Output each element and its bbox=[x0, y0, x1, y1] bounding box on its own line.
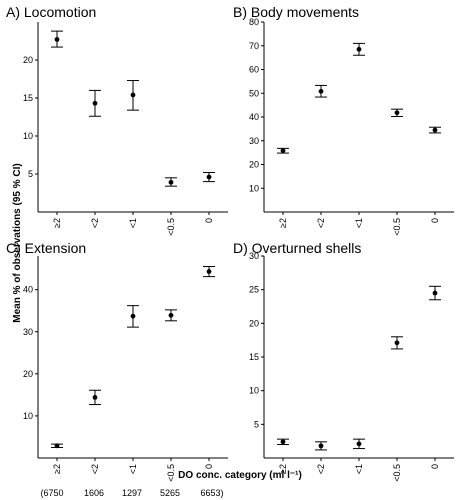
data-point bbox=[356, 441, 362, 447]
panel-title: B) Body movements bbox=[233, 4, 359, 20]
y-tick-label: 15 bbox=[23, 93, 33, 103]
data-point bbox=[130, 313, 136, 319]
x-tick-label: <2 bbox=[90, 218, 100, 228]
y-tick-label: 50 bbox=[249, 88, 259, 98]
y-tick-label: 30 bbox=[249, 251, 259, 261]
data-point bbox=[92, 100, 98, 106]
panel-title: A) Locomotion bbox=[6, 4, 96, 20]
y-tick-label: 5 bbox=[28, 169, 33, 179]
y-tick-label: 20 bbox=[249, 318, 259, 328]
data-point bbox=[432, 290, 438, 296]
data-point bbox=[432, 127, 438, 133]
x-tick-label: ≥2 bbox=[278, 218, 288, 228]
y-tick-label: 20 bbox=[23, 369, 33, 379]
y-axis-label: Mean % of observations (95 % CI) bbox=[12, 163, 23, 322]
y-tick-label: 25 bbox=[249, 285, 259, 295]
y-tick-label: 80 bbox=[249, 17, 259, 27]
data-point bbox=[394, 110, 400, 116]
x-tick-label: <1 bbox=[128, 464, 138, 474]
x-tick-label: <0.5 bbox=[166, 218, 176, 236]
x-tick-label: 0 bbox=[204, 218, 214, 223]
y-tick-label: 30 bbox=[23, 327, 33, 337]
n-label-3: 1297 bbox=[122, 488, 142, 498]
data-point bbox=[318, 88, 324, 94]
panel-title: D) Overturned shells bbox=[233, 240, 361, 256]
y-tick-label: 10 bbox=[249, 386, 259, 396]
x-axis-label: DO conc. category (ml l⁻¹) bbox=[178, 470, 302, 481]
data-point bbox=[168, 312, 174, 318]
panel-extension: C) Extension 10 20 30 40 ≥2 <2 <1 <0.5 0 bbox=[6, 240, 228, 482]
data-point bbox=[54, 443, 60, 449]
data-point bbox=[168, 179, 174, 185]
x-tick-label: 0 bbox=[430, 218, 440, 223]
y-tick-label: 20 bbox=[249, 160, 259, 170]
data-point bbox=[92, 395, 98, 400]
n-label-5: 6653) bbox=[200, 488, 223, 498]
n-label-4: 5265 bbox=[160, 488, 180, 498]
x-tick-label: <0.5 bbox=[392, 464, 402, 482]
y-tick-label: 70 bbox=[249, 41, 259, 51]
data-point bbox=[130, 92, 136, 98]
y-tick-label: 40 bbox=[23, 285, 33, 295]
panel-overturned-shells: D) Overturned shells 5 10 15 20 25 30 ≥2 <2 <1 <0.… bbox=[233, 240, 454, 482]
y-tick-label: 10 bbox=[249, 183, 259, 193]
y-tick-label: 15 bbox=[249, 352, 259, 362]
y-tick-label: 10 bbox=[23, 411, 33, 421]
data-point bbox=[280, 439, 286, 445]
n-label-2: 1606 bbox=[84, 488, 104, 498]
x-tick-label: <0.5 bbox=[166, 464, 176, 482]
panel-body-movements: B) Body movements 10 20 30 40 50 60 70 80 ≥2 <2 <1 <… bbox=[233, 4, 454, 236]
y-tick-label: 60 bbox=[249, 65, 259, 75]
x-tick-label: ≥2 bbox=[52, 218, 62, 228]
data-point bbox=[318, 443, 324, 449]
y-tick-label: 20 bbox=[23, 55, 33, 65]
panel-locomotion: A) Locomotion 5 10 15 20 ≥2 <2 <1 <0.5 0 bbox=[6, 4, 228, 236]
x-tick-label: ≥2 bbox=[52, 464, 62, 474]
x-tick-label: <2 bbox=[316, 218, 326, 228]
data-point bbox=[206, 174, 212, 180]
x-tick-label: <1 bbox=[128, 218, 138, 228]
data-point bbox=[356, 46, 362, 52]
x-tick-label: <2 bbox=[316, 464, 326, 474]
y-tick-label: 10 bbox=[23, 131, 33, 141]
n-label-1: (6750 bbox=[40, 488, 63, 498]
x-tick-label: 0 bbox=[204, 464, 214, 469]
y-tick-label: 5 bbox=[254, 419, 259, 429]
data-point bbox=[54, 37, 60, 42]
y-tick-label: 40 bbox=[249, 112, 259, 122]
data-point bbox=[206, 269, 212, 274]
panel-title: C) Extension bbox=[6, 240, 86, 256]
data-point bbox=[280, 148, 286, 154]
x-tick-label: <1 bbox=[354, 218, 364, 228]
x-tick-label: <0.5 bbox=[392, 218, 402, 236]
x-tick-label: <1 bbox=[354, 464, 364, 474]
x-tick-label: <2 bbox=[90, 464, 100, 474]
y-tick-label: 30 bbox=[249, 136, 259, 146]
x-tick-label: ≥2 bbox=[278, 464, 288, 474]
data-point bbox=[394, 340, 400, 346]
x-tick-label: 0 bbox=[430, 464, 440, 469]
